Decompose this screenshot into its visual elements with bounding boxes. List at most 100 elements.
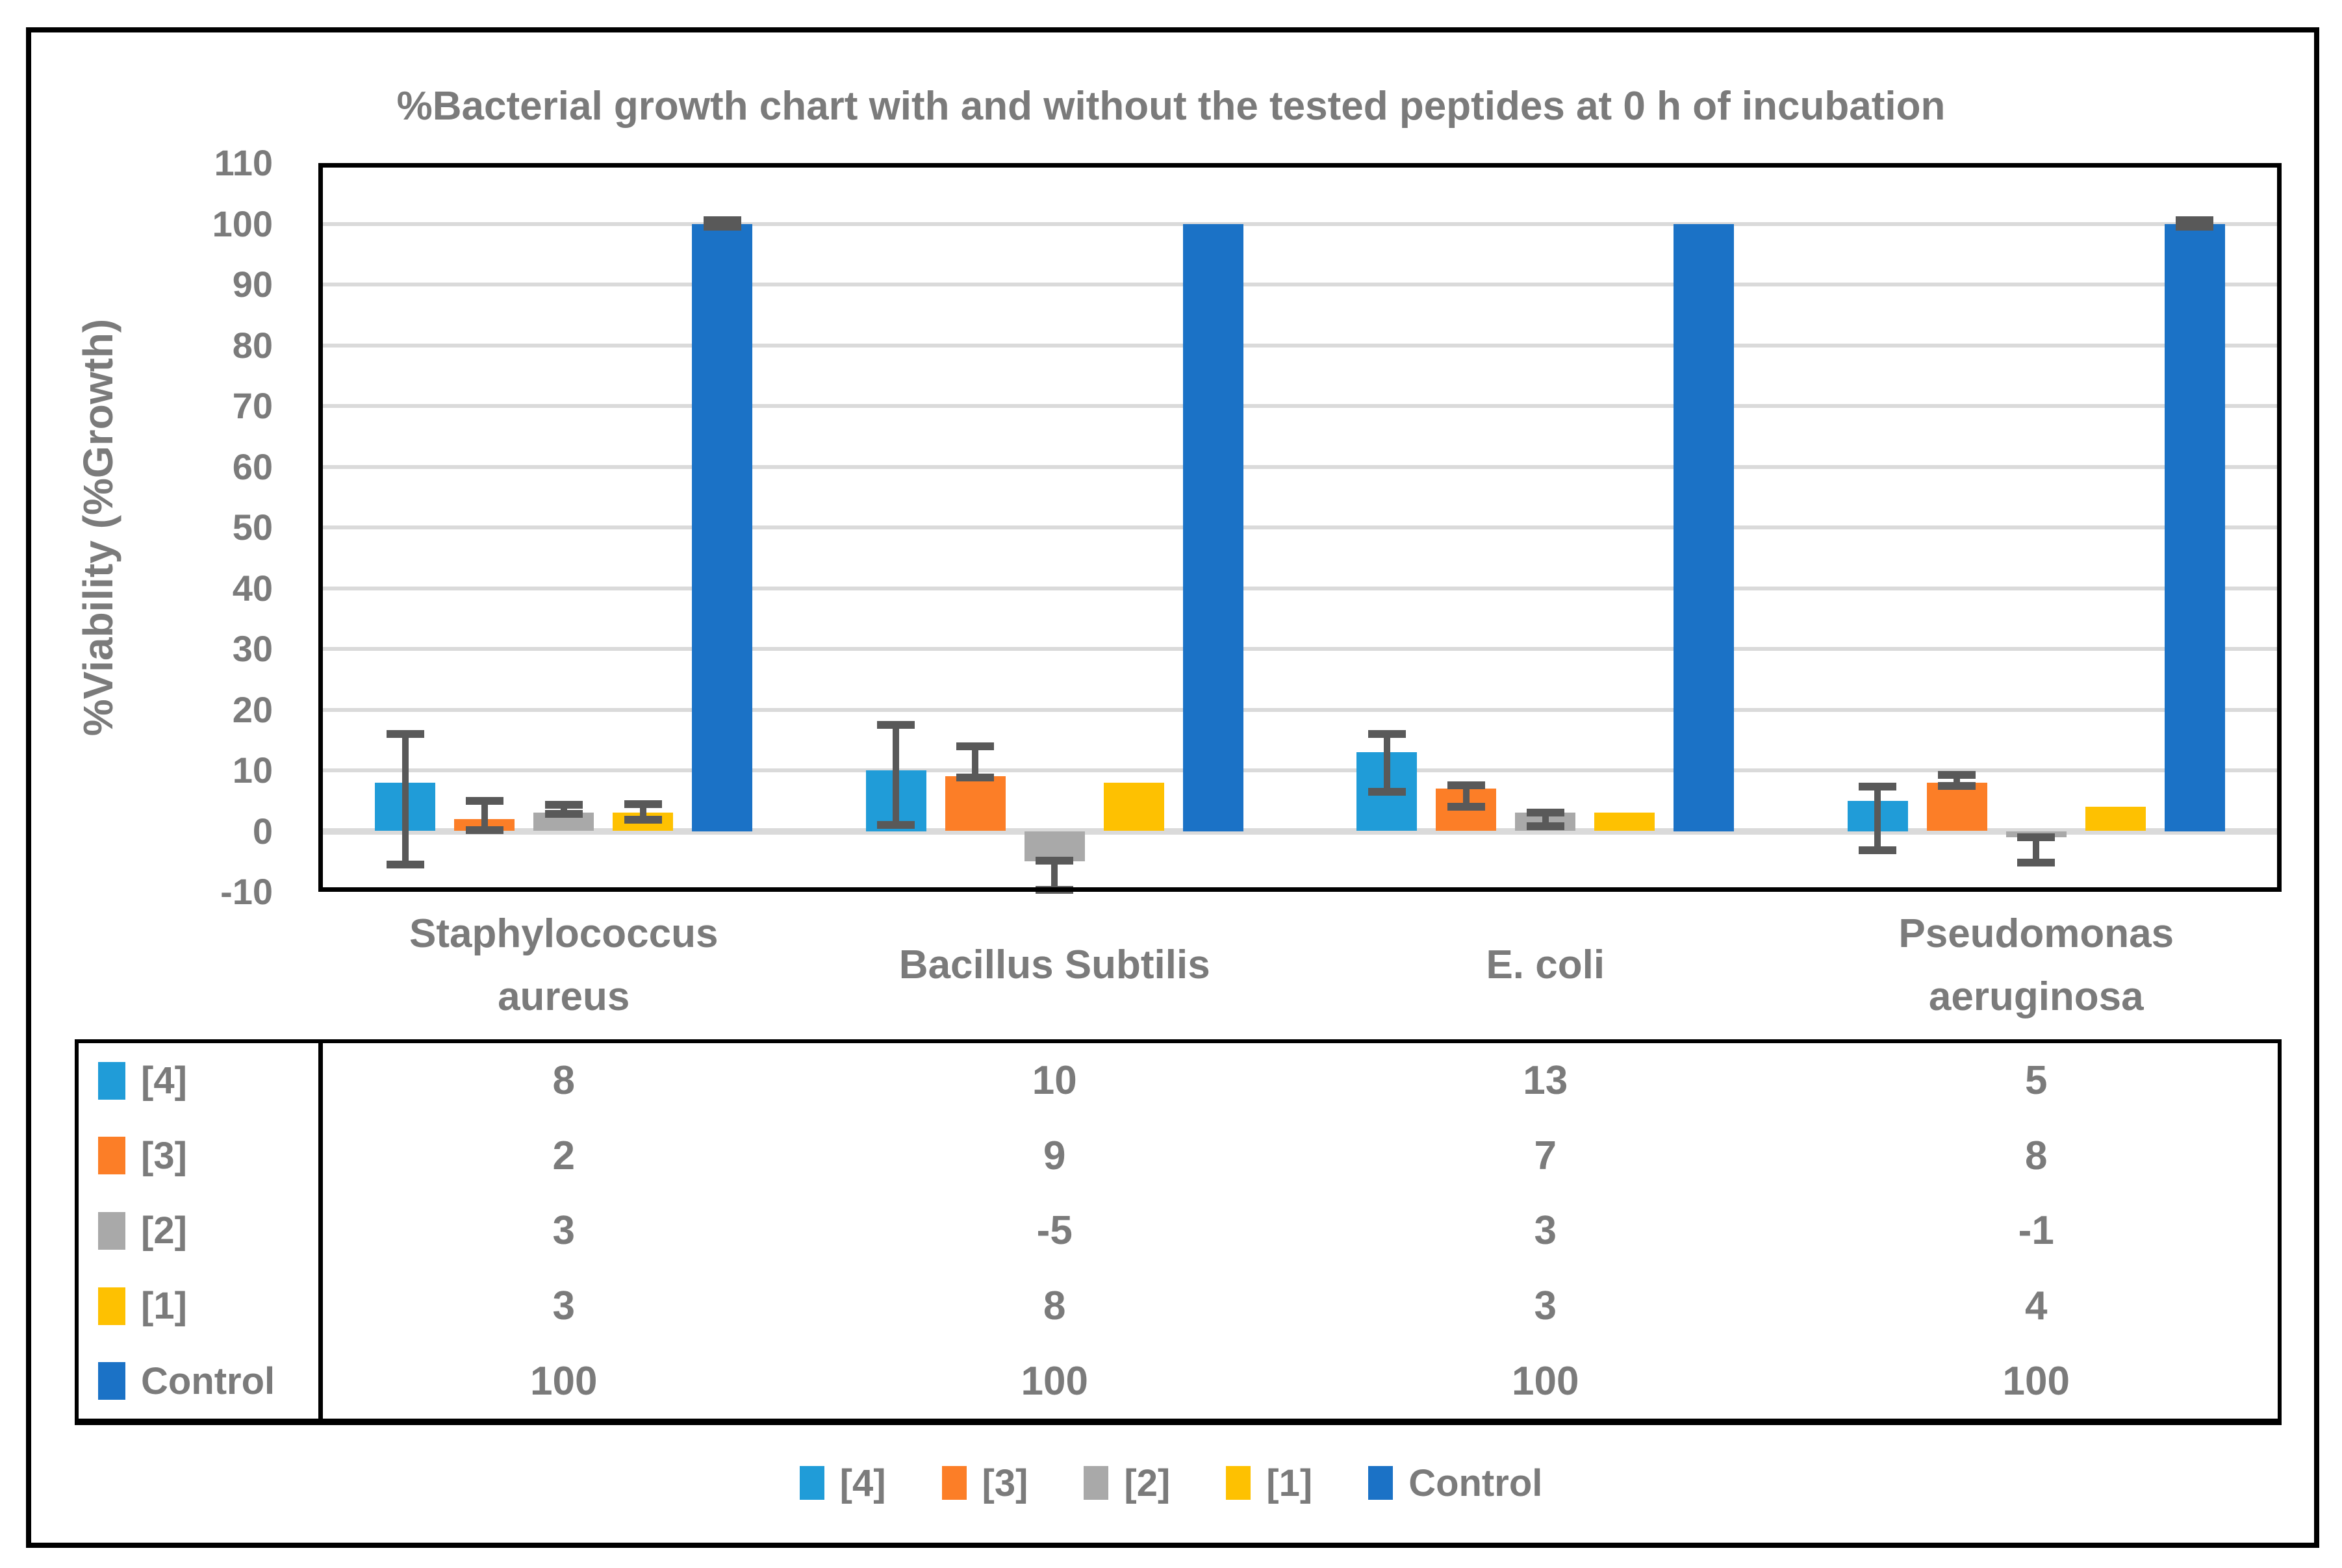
series-key-swatch-control [98, 1362, 125, 1400]
error-bar-line [1383, 733, 1390, 792]
table-value: 100 [530, 1358, 598, 1404]
y-axis-tick-label: 0 [252, 810, 273, 852]
table-value: 3 [552, 1283, 575, 1329]
legend-item-1: [1] [1226, 1461, 1312, 1505]
legend-swatch-control [1368, 1466, 1394, 1500]
series-key-swatch-4 [98, 1061, 125, 1100]
table-row-key: [1] [98, 1269, 187, 1344]
category-label: Staphylococcus aureus [318, 892, 809, 1039]
category-label: Bacillus Subtilis [809, 892, 1301, 1039]
series-key-label: Control [141, 1359, 275, 1402]
bar-2-cat1 [1024, 831, 1085, 862]
error-bar-line [2033, 837, 2040, 863]
error-bar-cap [386, 860, 424, 868]
table-value: -5 [1036, 1208, 1073, 1254]
error-bar-cap [465, 796, 503, 805]
series-key-label: [2] [141, 1209, 187, 1252]
gridline [318, 768, 2282, 772]
category-axis: Staphylococcus aureus Bacillus Subtilis E. … [318, 892, 2282, 1039]
legend-swatch-1 [1226, 1466, 1251, 1500]
category-label: E. coli [1300, 892, 1791, 1039]
error-bar-cap [386, 729, 424, 738]
series-key-label: [1] [141, 1285, 187, 1328]
table-row-key: Control [98, 1343, 275, 1419]
category-label-line: Bacillus Subtilis [898, 942, 1210, 988]
gridline [318, 283, 2282, 286]
legend-label: Control [1408, 1461, 1543, 1504]
gridline [318, 404, 2282, 408]
y-axis-tick-label: 70 [232, 385, 273, 426]
category-label-line: Staphylococcus [409, 911, 719, 957]
error-bar-cap [544, 801, 583, 809]
y-axis-tick-label: 100 [212, 203, 273, 244]
error-bar-cap [1526, 822, 1564, 831]
y-axis-tick-label: 50 [232, 507, 273, 548]
bar-3-cat3 [1926, 782, 1987, 831]
error-bar-cap [1368, 729, 1406, 738]
error-bar-line [560, 805, 567, 815]
table-value: 4 [2025, 1283, 2048, 1329]
bar-1-cat3 [2085, 807, 2146, 831]
error-bar-cap [624, 815, 662, 824]
table-value: 3 [1534, 1208, 1557, 1254]
gridline [318, 525, 2282, 529]
chart-title: %Bacterial growth chart with and without… [396, 84, 1946, 129]
table-value: 3 [1534, 1283, 1557, 1329]
error-bar-line [893, 724, 900, 826]
table-value: 10 [1032, 1058, 1077, 1104]
error-bar-line [1462, 785, 1470, 807]
error-bar-cap [1859, 783, 1897, 791]
table-row-1: [1] 3 8 3 4 [79, 1269, 2278, 1344]
table-value: 9 [1043, 1133, 1066, 1178]
error-bar-cap [1036, 857, 1074, 865]
error-bar-cap [703, 223, 741, 231]
gridline [318, 221, 2282, 226]
y-axis-tick-label: 10 [232, 750, 273, 790]
table-value: 100 [1021, 1358, 1088, 1404]
error-bar-cap [877, 821, 915, 829]
error-bar-cap [1938, 770, 1976, 779]
error-bar-cap [544, 810, 583, 818]
table-value: 3 [552, 1208, 575, 1254]
series-key-swatch-2 [98, 1211, 125, 1250]
bar-control-cat3 [2164, 223, 2225, 831]
legend-swatch-2 [1084, 1466, 1109, 1500]
error-bar-line [481, 800, 488, 830]
table-value: 8 [1043, 1283, 1066, 1329]
series-key-swatch-3 [98, 1137, 125, 1175]
table-value: -1 [2018, 1208, 2054, 1254]
category-label: Pseudomonas aeruginosa [1791, 892, 2282, 1039]
series-key-swatch-1 [98, 1287, 125, 1325]
error-bar-line [1542, 813, 1549, 826]
error-bar-cap [703, 216, 741, 224]
y-axis-tick-label: 30 [232, 628, 273, 669]
error-bar-line [639, 804, 646, 820]
table-value: 100 [1512, 1358, 1579, 1404]
data-table-key-separator [318, 1043, 323, 1419]
error-bar-line [1954, 774, 1961, 787]
chart-outer-border [26, 27, 2319, 1548]
table-row-2: [2] 3 -5 3 -1 [79, 1193, 2278, 1269]
bar-1-cat1 [1103, 782, 1164, 831]
table-value: 2 [552, 1133, 575, 1178]
bar-control-cat2 [1674, 223, 1735, 831]
table-value: 100 [2002, 1358, 2070, 1404]
table-value: 8 [2025, 1133, 2048, 1178]
error-bar-cap [465, 826, 503, 834]
legend-label: [4] [839, 1461, 886, 1504]
y-axis-tick-label: 90 [232, 264, 273, 305]
error-bar-cap [956, 774, 995, 782]
plot-border [318, 163, 2282, 892]
gridline [318, 707, 2282, 712]
y-axis-tick-label: 20 [232, 689, 273, 730]
error-bar-cap [2017, 833, 2056, 841]
error-bar-line [1051, 861, 1058, 891]
gridline [318, 464, 2282, 469]
legend-item-4: [4] [799, 1461, 886, 1505]
error-bar-cap [2017, 859, 2056, 867]
error-bar-cap [2176, 216, 2214, 224]
category-label-line: E. coli [1486, 942, 1605, 988]
table-row-control: Control 100 100 100 100 [79, 1343, 2278, 1419]
legend-swatch-4 [799, 1466, 824, 1500]
